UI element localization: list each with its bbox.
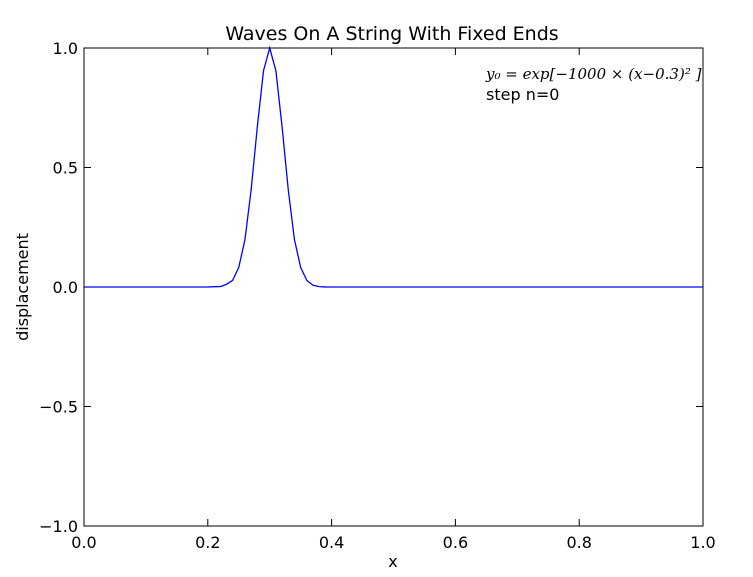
x-tick-label: 0.6	[443, 533, 468, 552]
y-tick-label: −1.0	[39, 517, 78, 536]
x-tick-label: 0.2	[195, 533, 220, 552]
plot-area: 0.0 0.2 0.4 0.6 0.8 1.0 −1.0 −0.5 0.0 0.5 1.0	[39, 39, 716, 552]
x-tick-label: 0.4	[319, 533, 344, 552]
formula-annotation: y₀ = exp[−1000 × (x−0.3)² ]	[485, 65, 702, 83]
y-tick-label: 0.0	[53, 278, 78, 297]
x-tick-label: 0.0	[71, 533, 96, 552]
y-tick-label: −0.5	[39, 398, 78, 417]
y-tick-label: 1.0	[53, 39, 78, 58]
y-axis-ticks: −1.0 −0.5 0.0 0.5 1.0	[39, 39, 703, 536]
x-axis-label: x	[388, 552, 397, 571]
y-tick-label: 0.5	[53, 159, 78, 178]
step-annotation: step n=0	[486, 85, 559, 104]
series-line	[84, 45, 703, 288]
x-tick-label: 0.8	[566, 533, 591, 552]
plot-frame	[83, 47, 704, 527]
y-axis-label: displacement	[13, 233, 32, 341]
chart-title: Waves On A String With Fixed Ends	[225, 23, 558, 45]
x-axis-ticks: 0.0 0.2 0.4 0.6 0.8 1.0	[71, 48, 716, 552]
x-tick-label: 1.0	[690, 533, 715, 552]
